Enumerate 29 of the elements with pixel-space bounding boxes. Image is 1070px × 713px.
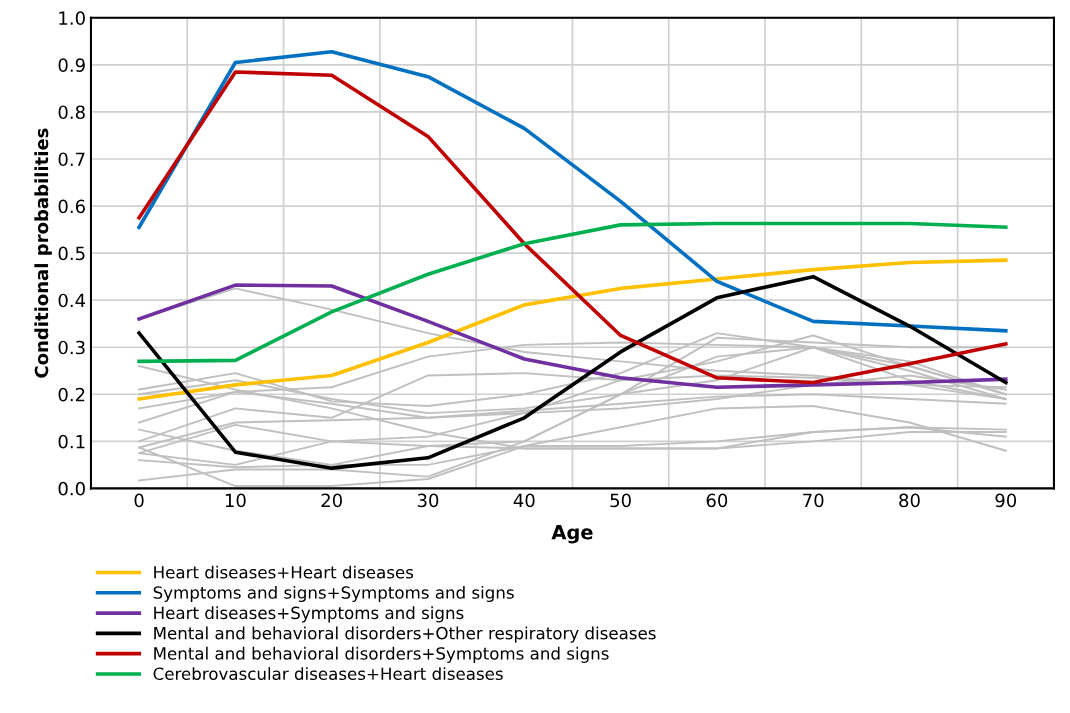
x-tick-label: 70 <box>803 493 824 508</box>
x-axis-title: Age <box>551 525 593 544</box>
y-tick-label: 0.0 <box>58 481 85 496</box>
y-tick-label: 0.7 <box>58 152 85 167</box>
x-tick-label: 80 <box>899 493 920 508</box>
legend-label: Symptoms and signs+Symptoms and signs <box>153 585 514 603</box>
y-tick-label: 0.1 <box>58 434 85 449</box>
y-tick-label: 0.5 <box>58 246 85 261</box>
y-tick-label: 1.0 <box>59 11 85 25</box>
y-axis-title: Conditional probabilities <box>34 128 52 378</box>
x-tick-label: 50 <box>610 493 631 508</box>
x-tick-label: 20 <box>321 493 342 508</box>
x-tick-label: 10 <box>225 493 246 508</box>
y-tick-label: 0.8 <box>58 105 85 120</box>
y-tick-label: 0.6 <box>58 199 85 214</box>
y-tick-label: 0.3 <box>58 340 85 355</box>
y-tick-label: 0.9 <box>58 58 85 72</box>
legend-label: Heart diseases+Symptoms and signs <box>154 606 464 623</box>
legend-label: Mental and behavioral disorders+Symptoms and signs <box>154 646 609 663</box>
y-tick-label: 0.4 <box>58 293 86 308</box>
x-tick-label: 30 <box>417 493 439 508</box>
y-tick-label: 0.2 <box>58 387 85 402</box>
legend-label: Mental and behavioral disorders+Other respiratory diseases <box>154 626 656 643</box>
x-tick-label: 60 <box>706 493 728 508</box>
legend-label: Heart diseases+Heart diseases <box>154 565 414 579</box>
x-tick-label: 40 <box>513 493 535 508</box>
legend-label: Cerebrovascular diseases+Heart diseases <box>153 667 503 681</box>
x-tick-label: 0 <box>134 493 144 508</box>
x-tick-label: 90 <box>995 493 1017 508</box>
